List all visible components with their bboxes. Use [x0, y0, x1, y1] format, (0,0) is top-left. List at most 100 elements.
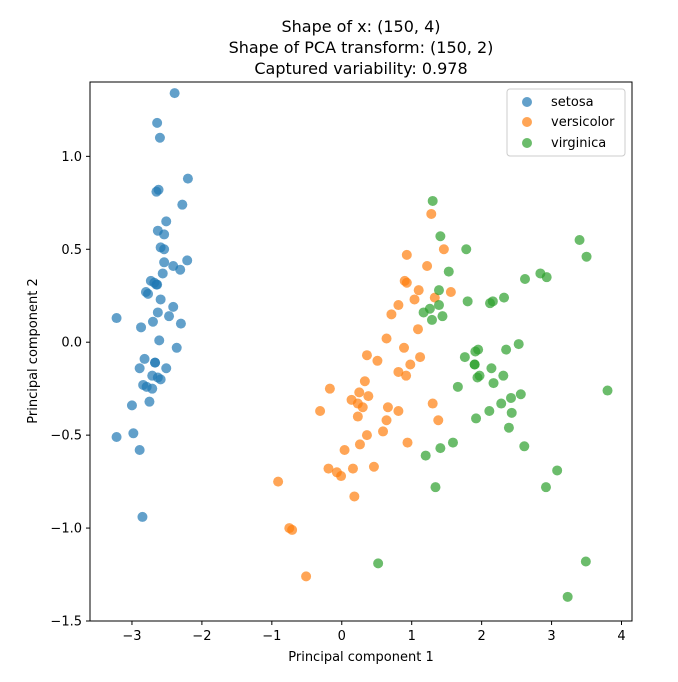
x-tick-label: 3 — [547, 629, 555, 644]
legend-label-setosa: setosa — [551, 95, 594, 110]
data-point-versicolor — [399, 342, 410, 353]
x-tick-label: 2 — [477, 629, 485, 644]
scatter-points — [111, 88, 613, 602]
data-point-versicolor — [378, 426, 389, 437]
data-point-versicolor — [386, 309, 397, 320]
data-point-virginica — [519, 441, 530, 452]
data-point-virginica — [470, 346, 481, 357]
data-point-virginica — [581, 251, 592, 262]
data-point-versicolor — [413, 285, 424, 296]
data-point-virginica — [437, 311, 448, 322]
legend-marker-setosa — [522, 97, 532, 107]
data-point-setosa — [161, 363, 172, 374]
legend-marker-virginica — [522, 138, 532, 148]
data-point-virginica — [540, 482, 551, 493]
y-tick-label: −1.5 — [50, 615, 82, 630]
data-point-setosa — [168, 261, 179, 272]
data-point-setosa — [164, 311, 175, 322]
data-point-virginica — [452, 381, 463, 392]
data-point-virginica — [462, 296, 473, 307]
y-axis-label: Principal component 2 — [26, 278, 41, 423]
data-point-versicolor — [381, 415, 392, 426]
data-point-versicolor — [445, 287, 456, 298]
data-point-versicolor — [354, 439, 365, 450]
title-line-3: Captured variability: 0.978 — [254, 59, 467, 78]
legend-marker-versicolor — [522, 117, 532, 127]
data-point-virginica — [435, 231, 446, 242]
data-point-versicolor — [368, 461, 379, 472]
data-point-virginica — [418, 307, 429, 318]
data-point-versicolor — [412, 324, 423, 335]
data-point-versicolor — [426, 208, 437, 219]
data-point-setosa — [159, 229, 170, 240]
data-point-versicolor — [422, 261, 433, 272]
data-point-virginica — [487, 296, 498, 307]
data-point-versicolor — [393, 300, 404, 311]
y-tick-label: 0.5 — [61, 243, 82, 258]
data-point-setosa — [155, 294, 166, 305]
data-point-virginica — [471, 413, 482, 424]
data-point-setosa — [111, 313, 122, 324]
x-tick-label: −2 — [192, 629, 211, 644]
data-point-setosa — [150, 357, 161, 368]
x-tick-label: −3 — [122, 629, 141, 644]
y-tick-label: −1.0 — [50, 522, 82, 537]
data-point-virginica — [574, 234, 585, 245]
data-point-versicolor — [405, 359, 416, 370]
data-point-setosa — [111, 431, 122, 442]
y-tick-label: 1.0 — [61, 150, 82, 165]
data-point-virginica — [420, 450, 431, 461]
data-point-setosa — [151, 186, 162, 197]
data-point-virginica — [430, 482, 441, 493]
data-point-versicolor — [415, 352, 426, 363]
legend: setosa versicolor virginica — [506, 88, 626, 157]
data-point-virginica — [503, 422, 514, 433]
data-point-virginica — [506, 407, 517, 418]
data-point-setosa — [182, 173, 193, 184]
data-point-virginica — [506, 392, 517, 403]
data-point-setosa — [177, 199, 188, 210]
data-point-versicolor — [315, 405, 326, 416]
data-point-setosa — [159, 257, 170, 268]
data-point-setosa — [171, 342, 182, 353]
data-point-versicolor — [427, 398, 438, 409]
data-point-virginica — [373, 558, 384, 569]
data-point-setosa — [143, 288, 154, 299]
data-point-virginica — [535, 268, 546, 279]
data-point-versicolor — [363, 391, 374, 402]
data-point-virginica — [486, 363, 497, 374]
legend-label-virginica: virginica — [551, 136, 606, 151]
data-point-virginica — [435, 443, 446, 454]
data-point-versicolor — [401, 370, 412, 381]
data-point-versicolor — [382, 402, 393, 413]
data-point-setosa — [161, 216, 172, 227]
data-point-versicolor — [438, 244, 449, 255]
data-point-setosa — [169, 88, 180, 99]
data-point-virginica — [426, 314, 437, 325]
data-point-virginica — [484, 405, 495, 416]
data-point-virginica — [562, 591, 573, 602]
legend-label-versicolor: versicolor — [551, 115, 615, 130]
data-point-setosa — [159, 244, 170, 255]
data-point-virginica — [552, 465, 563, 476]
data-point-setosa — [147, 316, 158, 327]
data-point-versicolor — [339, 445, 350, 456]
data-point-virginica — [469, 359, 480, 370]
data-point-setosa — [152, 279, 163, 290]
data-point-virginica — [515, 389, 526, 400]
data-point-versicolor — [399, 275, 410, 286]
data-point-versicolor — [354, 387, 365, 398]
data-point-virginica — [602, 385, 613, 396]
title-line-2: Shape of PCA transform: (150, 2) — [229, 38, 494, 57]
plot-area-frame — [89, 81, 633, 622]
data-point-versicolor — [324, 383, 335, 394]
data-point-versicolor — [429, 292, 440, 303]
x-tick-label: 0 — [338, 629, 346, 644]
data-point-versicolor — [352, 411, 363, 422]
data-point-setosa — [144, 396, 155, 407]
data-point-setosa — [126, 400, 137, 411]
x-axis-label: Principal component 1 — [288, 650, 433, 665]
data-point-versicolor — [361, 350, 372, 361]
data-point-virginica — [472, 372, 483, 383]
